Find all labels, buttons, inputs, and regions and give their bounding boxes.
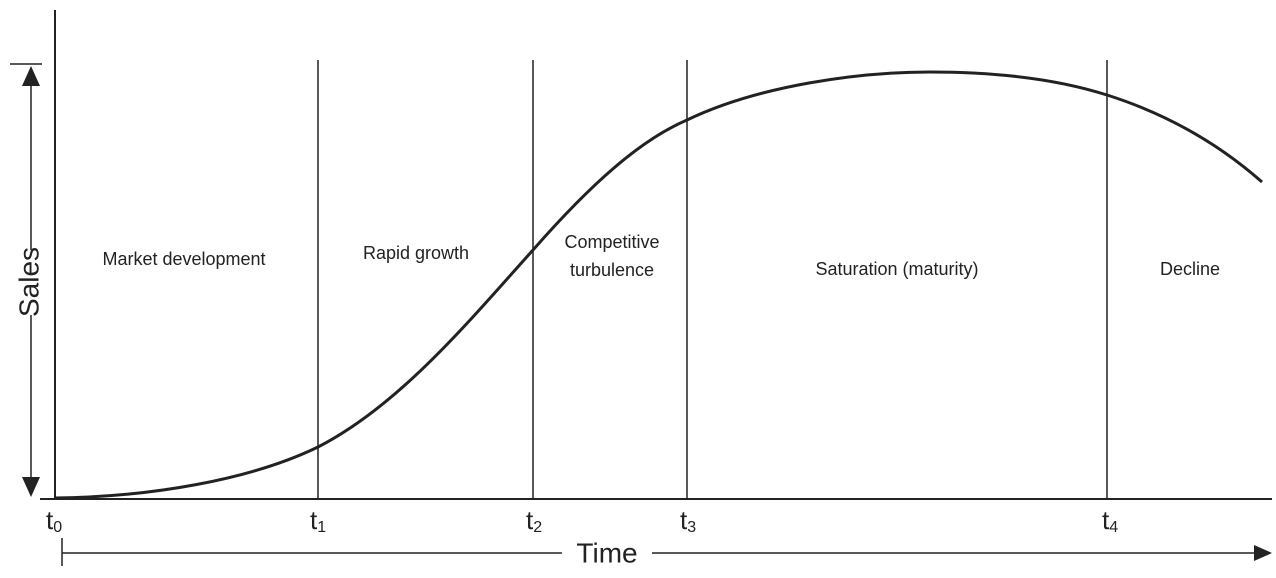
stage-label: turbulence — [570, 260, 654, 280]
marker-base: t — [46, 505, 54, 535]
sales-curve — [54, 70, 1263, 500]
stage-label: Saturation (maturity) — [815, 259, 978, 279]
stage-label: Rapid growth — [363, 243, 469, 263]
time-marker: t3 — [680, 505, 696, 536]
marker-sub: 4 — [1109, 519, 1118, 536]
marker-base: t — [526, 505, 534, 535]
arrow-head — [22, 477, 40, 497]
marker-base: t — [680, 505, 688, 535]
time-marker: t4 — [1102, 505, 1118, 536]
marker-sub: 1 — [317, 519, 326, 536]
marker-base: t — [310, 505, 318, 535]
marker-base: t — [1102, 505, 1110, 535]
time-marker: t1 — [310, 505, 326, 536]
stage-label: Market development — [102, 249, 265, 269]
marker-sub: 3 — [687, 519, 696, 536]
marker-sub: 2 — [533, 519, 542, 536]
stage-label: Competitive — [564, 232, 659, 252]
marker-sub: 0 — [53, 519, 62, 536]
arrow-head — [1254, 545, 1272, 561]
stage-label: Decline — [1160, 259, 1220, 279]
time-marker: t0 — [46, 505, 62, 536]
time-marker: t2 — [526, 505, 542, 536]
arrow-head — [22, 66, 40, 86]
y-axis-label: Sales — [13, 247, 44, 317]
x-axis-label: Time — [576, 537, 637, 568]
